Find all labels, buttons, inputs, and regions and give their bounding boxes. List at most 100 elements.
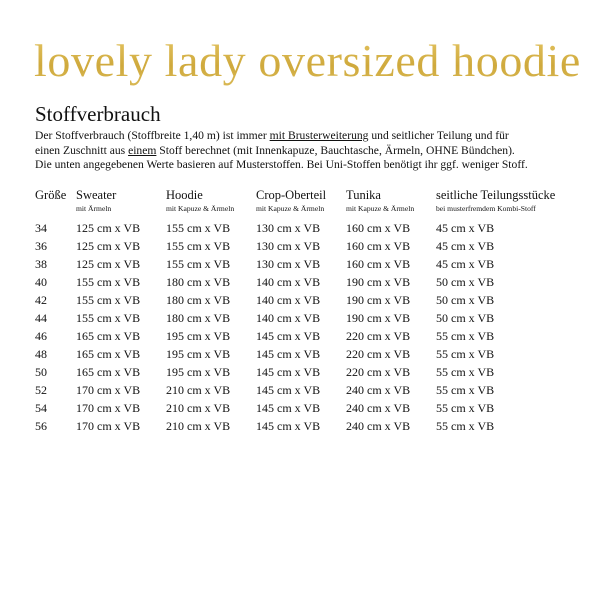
table-cell: 55 cm x VB <box>436 329 495 343</box>
table-cell: 155 cm x VB <box>76 311 141 325</box>
table-cell: 45 cm x VB <box>436 221 495 235</box>
table-cell: 145 cm x VB <box>256 419 321 433</box>
column-header-sublabel: mit Ärmeln <box>76 204 112 213</box>
size-cell: 48 <box>35 347 47 361</box>
table-cell: 155 cm x VB <box>76 293 141 307</box>
column-header-label: seitliche Teilungsstücke <box>436 188 556 202</box>
table-cell: 55 cm x VB <box>436 401 495 415</box>
table-cell: 55 cm x VB <box>436 419 495 433</box>
table-cell: 195 cm x VB <box>166 365 231 379</box>
table-cell: 155 cm x VB <box>166 257 231 271</box>
size-cell: 42 <box>35 293 47 307</box>
table-cell: 155 cm x VB <box>166 221 231 235</box>
table-cell: 125 cm x VB <box>76 239 141 253</box>
column-header-sublabel: mit Kapuze & Ärmeln <box>166 204 235 213</box>
table-cell: 155 cm x VB <box>166 239 231 253</box>
paragraph-line-2: einen Zuschnitt aus einem Stoff berechne… <box>35 144 575 159</box>
table-cell: 55 cm x VB <box>436 383 495 397</box>
table-cell: 220 cm x VB <box>346 329 411 343</box>
table-cell: 180 cm x VB <box>166 275 231 289</box>
table-cell: 240 cm x VB <box>346 401 411 415</box>
section-heading: Stoffverbrauch <box>35 102 161 126</box>
table-cell: 190 cm x VB <box>346 293 411 307</box>
column-header: Crop-Oberteil mit Kapuze & Ärmeln <box>256 188 326 213</box>
table-cell: 155 cm x VB <box>76 275 141 289</box>
size-cell: 46 <box>35 329 47 343</box>
table-cell: 45 cm x VB <box>436 257 495 271</box>
table-cell: 50 cm x VB <box>436 275 495 289</box>
size-cell: 50 <box>35 365 47 379</box>
size-cell: 36 <box>35 239 47 253</box>
column-header-sublabel: bei musterfremdem Kombi-Stoff <box>436 204 536 213</box>
paragraph-line-1: Der Stoffverbrauch (Stoffbreite 1,40 m) … <box>35 129 575 144</box>
column-header: Größe <box>35 188 66 204</box>
column-header-label: Crop-Oberteil <box>256 188 327 202</box>
table-cell: 145 cm x VB <box>256 383 321 397</box>
table-cell: 210 cm x VB <box>166 401 231 415</box>
column-header: Tunika mit Kapuze & Ärmeln <box>346 188 414 213</box>
table-cell: 125 cm x VB <box>76 257 141 271</box>
intro-paragraph: Der Stoffverbrauch (Stoffbreite 1,40 m) … <box>35 129 575 173</box>
table-cell: 190 cm x VB <box>346 275 411 289</box>
column-header: Hoodie mit Kapuze & Ärmeln <box>166 188 234 213</box>
column-header-label: Hoodie <box>166 188 203 202</box>
table-cell: 165 cm x VB <box>76 347 141 361</box>
table-cell: 220 cm x VB <box>346 347 411 361</box>
size-cell: 52 <box>35 383 47 397</box>
size-cell: 54 <box>35 401 47 415</box>
table-cell: 145 cm x VB <box>256 347 321 361</box>
table-cell: 190 cm x VB <box>346 311 411 325</box>
table-cell: 55 cm x VB <box>436 347 495 361</box>
table-cell: 160 cm x VB <box>346 257 411 271</box>
column-header: seitliche Teilungsstücke bei musterfremde… <box>436 188 555 213</box>
table-cell: 210 cm x VB <box>166 419 231 433</box>
table-cell: 50 cm x VB <box>436 311 495 325</box>
text: Der Stoffverbrauch (Stoffbreite 1,40 m) … <box>35 129 270 142</box>
table-cell: 170 cm x VB <box>76 383 141 397</box>
column-header-sublabel: mit Kapuze & Ärmeln <box>346 204 415 213</box>
column-header: Sweater mit Ärmeln <box>76 188 116 213</box>
column-header-label: Sweater <box>76 188 117 202</box>
table-cell: 50 cm x VB <box>436 293 495 307</box>
column-header-label: Größe <box>35 188 67 202</box>
table-cell: 140 cm x VB <box>256 311 321 325</box>
underlined-text: mit Brusterweiterung <box>269 129 369 142</box>
size-cell: 38 <box>35 257 47 271</box>
table-cell: 170 cm x VB <box>76 401 141 415</box>
page-title: lovely lady oversized hoodie <box>34 35 581 86</box>
table-cell: 140 cm x VB <box>256 275 321 289</box>
table-cell: 170 cm x VB <box>76 419 141 433</box>
table-cell: 55 cm x VB <box>436 365 495 379</box>
table-cell: 240 cm x VB <box>346 383 411 397</box>
table-cell: 45 cm x VB <box>436 239 495 253</box>
table-cell: 180 cm x VB <box>166 311 231 325</box>
text: einen Zuschnitt aus <box>35 143 129 157</box>
table-cell: 145 cm x VB <box>256 365 321 379</box>
table-cell: 130 cm x VB <box>256 257 321 271</box>
table-cell: 240 cm x VB <box>346 419 411 433</box>
size-cell: 40 <box>35 275 47 289</box>
text: und seitlicher Teilung und für <box>368 129 509 142</box>
table-cell: 140 cm x VB <box>256 293 321 307</box>
column-header-sublabel: mit Kapuze & Ärmeln <box>256 204 325 213</box>
table-cell: 165 cm x VB <box>76 365 141 379</box>
column-header-label: Tunika <box>346 188 381 202</box>
table-cell: 145 cm x VB <box>256 401 321 415</box>
table-cell: 125 cm x VB <box>76 221 141 235</box>
table-cell: 220 cm x VB <box>346 365 411 379</box>
table-cell: 210 cm x VB <box>166 383 231 397</box>
size-cell: 44 <box>35 311 47 325</box>
table-cell: 180 cm x VB <box>166 293 231 307</box>
text: Stoff berechnet (mit Innenkapuze, Baucht… <box>156 143 515 157</box>
size-cell: 56 <box>35 419 47 433</box>
table-cell: 130 cm x VB <box>256 239 321 253</box>
table-cell: 160 cm x VB <box>346 221 411 235</box>
size-cell: 34 <box>35 221 47 235</box>
table-cell: 195 cm x VB <box>166 347 231 361</box>
underlined-text: einem <box>128 143 157 157</box>
table-cell: 130 cm x VB <box>256 221 321 235</box>
table-cell: 160 cm x VB <box>346 239 411 253</box>
table-cell: 145 cm x VB <box>256 329 321 343</box>
paragraph-line-3: Die unten angegebenen Werte basieren auf… <box>35 158 528 172</box>
table-cell: 195 cm x VB <box>166 329 231 343</box>
